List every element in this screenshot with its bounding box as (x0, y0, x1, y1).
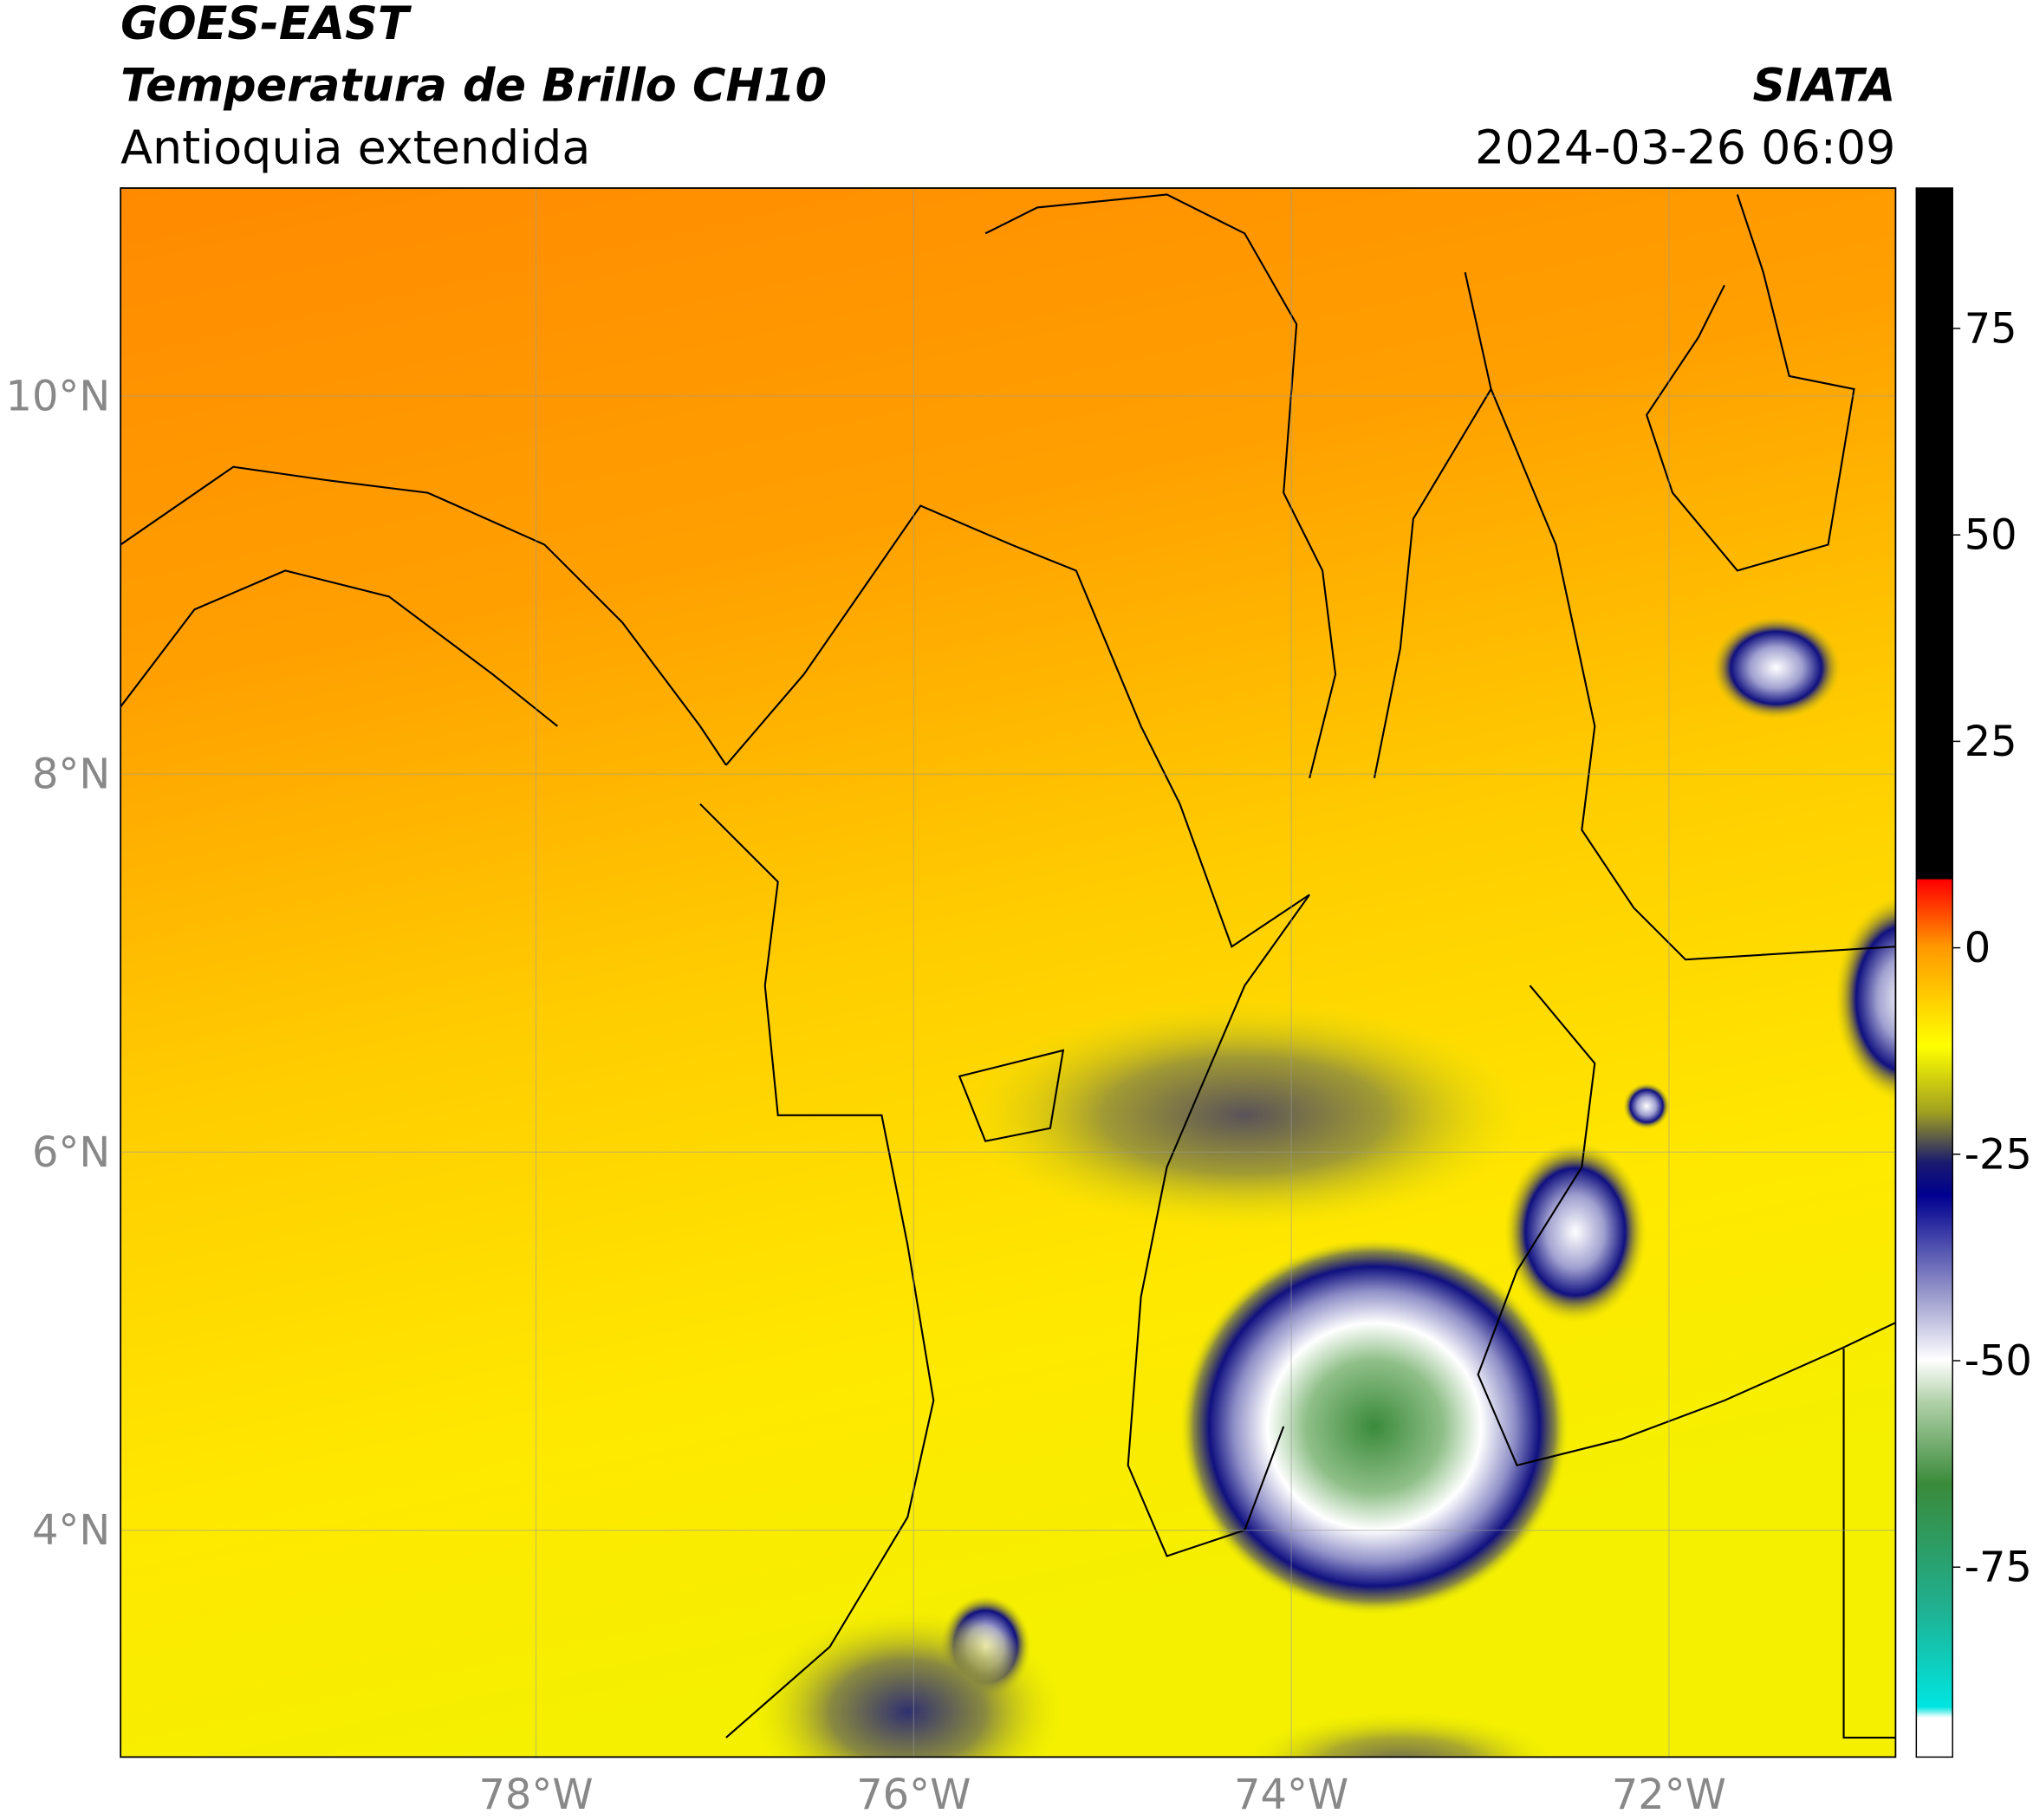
y-tick-label: 8°N (32, 751, 110, 799)
map-frame (120, 187, 1897, 1758)
colorbar (1915, 187, 1953, 1758)
cloud-cell (1504, 1141, 1647, 1323)
border (1842, 1349, 1896, 1739)
cloud-cell (1835, 895, 1896, 1102)
datetime: 2024-03-26 06:09 (1475, 120, 1895, 175)
colorbar-tick-label: -75 (1965, 1544, 2032, 1592)
colorbar-tick-label: -25 (1965, 1131, 2032, 1179)
cloud-cell (1623, 1082, 1671, 1130)
coastline (120, 569, 559, 727)
storm (1179, 1238, 1569, 1615)
x-tick-label: 72°W (1612, 1771, 1726, 1819)
x-tick-label: 74°W (1234, 1771, 1348, 1819)
border (1645, 194, 1855, 572)
cloud (1245, 1712, 1555, 1758)
border (1490, 388, 1896, 961)
y-tick-label: 4°N (32, 1507, 110, 1555)
x-tick-label: 78°W (478, 1771, 593, 1819)
colorbar-tick-label: 0 (1965, 925, 1991, 972)
borders (120, 193, 1896, 1739)
grid (120, 188, 1896, 1758)
x-tick-label: 76°W (856, 1771, 971, 1819)
colorbar-tick-label: 50 (1965, 512, 2017, 560)
title: GOES-EAST (120, 0, 412, 50)
border (699, 803, 935, 1739)
colorbar-tick-label: -50 (1965, 1337, 2032, 1385)
border (984, 193, 1337, 779)
map-image (120, 188, 1896, 1758)
source: SIATA (1753, 60, 1896, 113)
border (1127, 894, 1310, 1557)
colorbar-tick-label: 75 (1965, 305, 2017, 353)
cloud (959, 998, 1530, 1232)
subtitle: Temperatura de Brillo CH10 (120, 60, 827, 113)
coastline (120, 465, 727, 766)
map-background (120, 188, 1896, 1758)
border (1373, 272, 1492, 778)
region: Antioquia extendida (120, 120, 590, 175)
border (725, 504, 1310, 948)
border (1477, 985, 1896, 1466)
cloud-cell (1711, 615, 1841, 720)
border (958, 1049, 1065, 1142)
y-tick-label: 6°N (32, 1129, 110, 1177)
y-tick-label: 10°N (6, 373, 111, 420)
colorbar-tick-label: 25 (1965, 718, 2017, 766)
